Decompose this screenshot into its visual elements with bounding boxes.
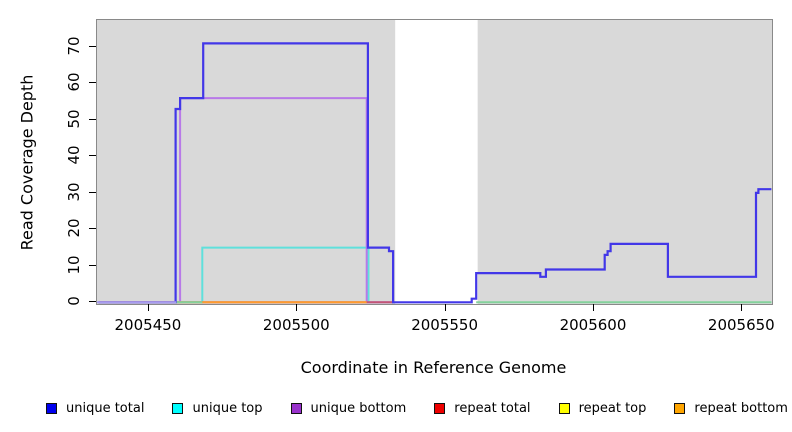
x-tick-label: 2005600: [559, 316, 627, 334]
y-tick-mark: [89, 155, 96, 157]
unique-total-swatch-icon: [46, 403, 57, 414]
series-line-unique-total: [98, 42, 772, 304]
legend: unique total unique top unique bottom re…: [46, 401, 788, 416]
x-tick-mark: [592, 304, 594, 311]
plot-canvas: [97, 20, 772, 304]
legend-item-repeat-top: repeat top: [558, 401, 647, 416]
legend-label: repeat bottom: [694, 401, 788, 416]
zero-coverage-band: [395, 20, 478, 304]
x-axis-title: Coordinate in Reference Genome: [300, 358, 567, 377]
x-tick-mark: [147, 304, 149, 311]
x-tick-mark: [741, 304, 743, 311]
y-tick-mark: [89, 46, 96, 47]
legend-label: unique bottom: [310, 401, 407, 416]
y-tick-mark: [89, 82, 96, 84]
y-axis-title: Read Coverage Depth: [17, 74, 37, 251]
series-line-unique-bottom: [98, 97, 393, 304]
repeat-top-swatch-icon: [558, 403, 570, 414]
y-tick-label: 10: [65, 255, 83, 275]
x-tick-label: 2005500: [262, 316, 330, 334]
y-tick-label: 30: [65, 182, 83, 202]
y-tick-label: 50: [65, 109, 83, 129]
legend-item-unique-top: unique top: [172, 401, 263, 416]
y-tick-label: 0: [65, 296, 83, 307]
y-tick-label: 70: [65, 36, 83, 56]
y-tick-label: 20: [65, 218, 83, 238]
legend-label: unique total: [66, 401, 145, 416]
x-tick-mark: [296, 304, 298, 311]
legend-item-unique-bottom: unique bottom: [290, 401, 407, 416]
repeat-total-swatch-icon: [434, 403, 446, 414]
y-tick-mark: [89, 191, 96, 193]
plot-panel: [96, 19, 773, 305]
legend-item-repeat-bottom: repeat bottom: [674, 401, 788, 416]
y-tick-label: 60: [65, 72, 83, 93]
x-tick-label: 2005650: [707, 316, 775, 334]
y-tick-mark: [89, 264, 96, 266]
legend-item-repeat-total: repeat total: [434, 401, 531, 416]
legend-label: repeat total: [454, 401, 531, 416]
repeat-bottom-swatch-icon: [674, 403, 686, 414]
x-tick-mark: [444, 304, 446, 311]
series-line-unique-top: [98, 246, 370, 304]
legend-label: unique top: [192, 401, 263, 416]
unique-bottom-swatch-icon: [290, 403, 302, 414]
x-tick-label: 2005550: [411, 316, 479, 334]
x-tick-label: 2005450: [114, 316, 182, 334]
y-tick-label: 40: [65, 145, 83, 165]
y-tick-mark: [89, 118, 96, 120]
y-tick-mark: [89, 301, 96, 303]
y-tick-mark: [89, 228, 96, 230]
unique-top-swatch-icon: [172, 403, 184, 414]
legend-label: repeat top: [578, 401, 647, 416]
legend-item-unique-total: unique total: [46, 401, 144, 416]
